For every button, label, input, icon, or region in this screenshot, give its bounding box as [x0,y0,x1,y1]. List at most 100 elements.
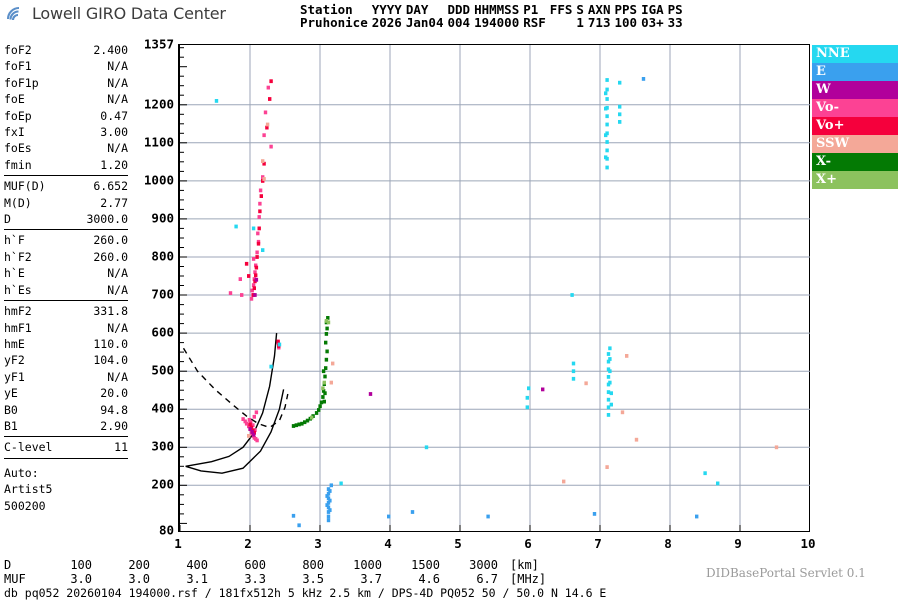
data-point [326,320,331,325]
data-point [641,77,646,81]
data-point [618,120,622,124]
param-value: 2.77 [100,195,128,210]
param-key: MUF(D) [4,179,46,194]
param-key: h`E [4,266,25,281]
param-value: N/A [107,266,128,281]
data-point [326,316,330,320]
data-point [261,159,265,163]
data-point [258,201,262,206]
brand-logo: Lowell GIRO Data Center [6,4,226,23]
data-point [253,428,257,432]
data-point [605,78,609,82]
data-point [605,140,609,144]
ionogram-plot[interactable] [178,44,810,532]
series-nne [214,78,720,486]
data-point [325,326,329,331]
val-yyyy: 2026 [371,15,402,30]
data-point [265,125,269,130]
col-iga: IGA [641,2,664,17]
legend-item-e[interactable]: E [812,63,898,81]
val-hhmmss: 194000 [474,15,520,30]
y-tick-label: 1200 [143,96,174,112]
y-tick-label: 300 [151,438,174,454]
param-separator [4,436,128,438]
data-point [238,277,242,281]
data-point [277,342,282,347]
param-value: 260.0 [93,233,128,248]
data-point [618,104,622,109]
data-point [368,392,373,396]
series-w [248,277,545,437]
y-axis-labels: 80 200 300 400 500 600 700 800 900 1000 1100 1200 13… [128,37,174,538]
data-point [256,239,261,244]
distance-row-value: 1500 [411,558,440,572]
y-tick-label: 800 [151,248,174,264]
data-point [303,420,307,425]
data-point [255,438,259,443]
data-point [268,97,272,101]
data-point [606,413,611,417]
param-separator [4,229,128,231]
dmuf-table: D 100 200 400 600 800 1000 1500 3000 [km] MUF 3.0 3.… [4,558,546,586]
param-key: h`F [4,233,25,248]
data-point [247,434,251,438]
legend-item-x[interactable]: X- [812,153,898,171]
legend-item-w[interactable]: W [812,81,898,99]
legend-item-vo[interactable]: Vo+ [812,117,898,135]
col-ddd: DDD [447,2,471,17]
grid-lines [180,45,810,531]
data-point [323,374,327,379]
y-tick-label: 700 [151,286,174,302]
data-point [424,445,429,450]
x-tick-label: 4 [384,536,392,551]
distance-muf-scale: D 100 200 400 600 800 1000 1500 3000 [km] MUF 3.0 3.… [4,558,546,586]
data-point [253,270,257,275]
servlet-credit: DIDBasePortal Servlet 0.1 [706,566,866,580]
data-point [326,514,331,519]
param-key: yE [4,386,18,401]
data-point [252,277,256,281]
data-point [324,319,329,323]
data-point [606,405,611,410]
data-point [263,110,268,115]
val-station: Pruhonice [300,15,368,30]
data-point [326,500,331,505]
x-tick-label: 10 [800,536,816,551]
param-key: fxI [4,125,25,140]
data-point [571,376,576,381]
param-row-b1: B1 2.90 [4,418,128,434]
legend-item-ssw[interactable]: SSW [812,135,898,153]
y-axis-minor-ticks [180,47,187,524]
muf-curve [182,347,289,429]
param-value: 94.8 [100,402,128,417]
param-separator [4,457,128,459]
data-point [606,352,611,356]
data-point [326,491,331,496]
autoscaler-name: Artist5 [4,482,53,497]
data-point [300,421,304,426]
distance-row-value: 800 [302,558,324,572]
data-point [604,155,608,160]
series-vo [228,85,281,443]
station-header-row: Station YYYY DAY DDD HHMMSS P1 FFS S AXN… [300,3,687,16]
data-point [317,408,321,412]
legend-item-nne[interactable]: NNE [812,45,898,63]
data-point [325,349,329,354]
param-value: 0.47 [100,108,128,123]
data-point [276,339,280,344]
data-point [605,97,609,101]
data-point [606,390,611,394]
data-point [254,265,259,270]
param-key: foEs [4,141,32,156]
data-point [262,133,266,138]
data-point [322,380,326,385]
data-point [243,419,247,424]
data-point [339,481,343,486]
legend-item-x[interactable]: X+ [812,171,898,189]
data-point [254,263,258,268]
data-point [248,422,252,427]
data-point [253,293,257,297]
legend-item-vo[interactable]: Vo- [812,99,898,117]
muf-row-value: 3.0 [128,572,150,586]
data-point [584,381,588,386]
